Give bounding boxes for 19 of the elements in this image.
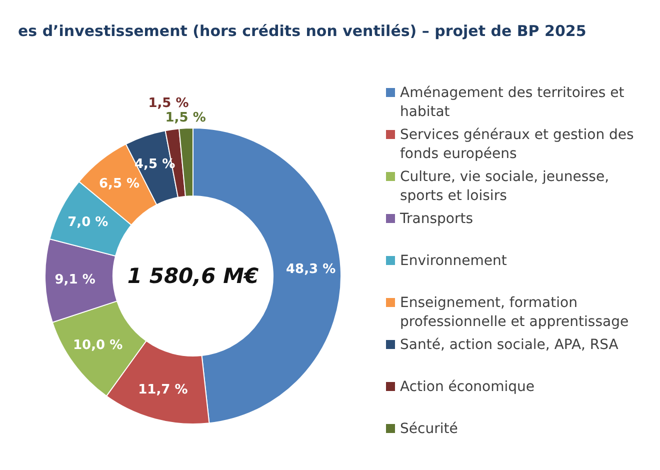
legend-label: Enseignement, formation professionnelle et apprentissage [400, 295, 629, 330]
legend-label: Services généraux et gestion des fonds européens [400, 127, 634, 162]
data-label: 1,5 % [148, 96, 189, 112]
legend-label: Culture, vie sociale, jeunesse, sports et loisirs [400, 169, 610, 204]
data-label: 1,5 % [165, 110, 206, 126]
legend-label: Santé, action sociale, APA, RSA [400, 337, 619, 353]
chart-title: es d’investissement (hors crédits non ventilés) – projet de BP 2025 [18, 22, 586, 40]
data-label: 11,7 % [138, 382, 188, 398]
data-label: 48,3 % [286, 262, 336, 278]
legend-label: Environnement [400, 253, 508, 269]
legend-label: Aménagement des territoires et habitat [400, 85, 625, 120]
data-label: 7,0 % [68, 214, 108, 230]
legend-label: Action économique [400, 379, 535, 395]
legend-label: Transports [399, 211, 473, 227]
legend-label: Sécurité [400, 421, 458, 437]
data-label: 10,0 % [73, 338, 123, 354]
data-label: 6,5 % [98, 176, 140, 192]
text: 1 580,6 M€ [127, 264, 259, 288]
data-label: 9,1 % [54, 272, 96, 288]
